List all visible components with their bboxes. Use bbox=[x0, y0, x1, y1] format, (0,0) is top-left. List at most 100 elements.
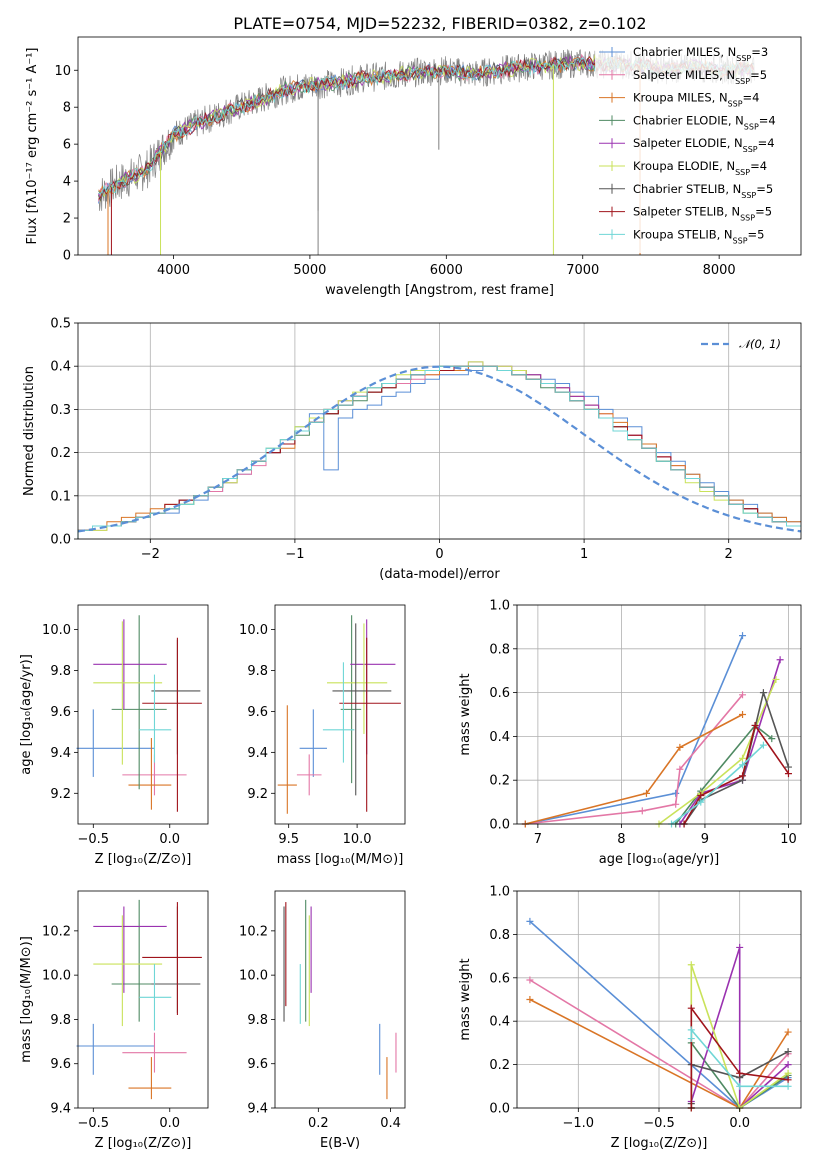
x-axis-label: E(B-V) bbox=[320, 1136, 360, 1151]
weight-point bbox=[784, 1061, 792, 1069]
x-tick-label: 0.0 bbox=[159, 1116, 180, 1131]
y-tick-label: 9.6 bbox=[247, 705, 268, 720]
weight-point bbox=[759, 689, 767, 697]
plot-area-age-weight bbox=[521, 632, 792, 828]
panel-spectrum: 4000 5000 6000 7000 8000 0 2 4 6 8 10 wavelength [A… bbox=[25, 36, 802, 298]
histogram-kroupa-stelib bbox=[77, 365, 801, 539]
y-tick-label: 0.6 bbox=[489, 686, 510, 701]
weight-line-chabrier-stelib bbox=[683, 689, 790, 825]
y-axis-label: mass weight bbox=[458, 673, 473, 755]
legend-entry: Salpeter ELODIE, NSSP=4 bbox=[633, 136, 775, 154]
y-tick-label: 10.0 bbox=[42, 969, 71, 984]
x-tick-label: 10 bbox=[780, 832, 797, 847]
axes-frame bbox=[516, 604, 802, 825]
weight-point bbox=[772, 675, 780, 683]
x-tick-label: 8 bbox=[617, 832, 625, 847]
y-tick-label: 10.2 bbox=[239, 924, 268, 939]
weight-point bbox=[676, 743, 684, 751]
y-tick-label: 0 bbox=[63, 249, 71, 264]
weight-point bbox=[739, 754, 747, 762]
y-tick-label: 6 bbox=[63, 138, 71, 153]
weight-point bbox=[776, 656, 784, 664]
y-axis-label: age [log₁₀(age/yr)] bbox=[19, 654, 34, 775]
axes-frame bbox=[274, 890, 406, 1109]
axes-frame bbox=[77, 36, 802, 256]
plot-area-residuals bbox=[77, 361, 802, 539]
y-axis-label: Normed distribution bbox=[22, 366, 37, 496]
x-tick-label: 0.4 bbox=[380, 1116, 401, 1131]
y-tick-label: 0.0 bbox=[489, 818, 510, 833]
x-tick-label: 0.0 bbox=[159, 832, 180, 847]
weight-line-kroupa-elodie bbox=[658, 679, 777, 825]
legend-entry: Kroupa ELODIE, NSSP=4 bbox=[633, 159, 767, 177]
weight-point bbox=[784, 1048, 792, 1056]
x-tick-label: 9.5 bbox=[278, 832, 299, 847]
panel-z-weight: −1.0 −0.5 0.0 0.0 0.2 0.4 0.6 0.8 1.0 Z [log₁₀(Z/… bbox=[458, 885, 802, 1151]
y-tick-label: 0.2 bbox=[50, 446, 71, 461]
weight-point bbox=[739, 761, 747, 769]
x-axis-label: (data-model)/error bbox=[379, 567, 500, 582]
x-tick-label: 0 bbox=[435, 547, 443, 562]
y-tick-label: 9.4 bbox=[247, 1102, 268, 1117]
x-axis-label: Z [log₁₀(Z/Z⊙)] bbox=[95, 1136, 192, 1151]
weight-point bbox=[784, 770, 792, 778]
weight-point bbox=[739, 772, 747, 780]
y-tick-label: 0.0 bbox=[489, 1102, 510, 1117]
weight-point bbox=[768, 735, 776, 743]
y-tick-label: 9.6 bbox=[247, 1057, 268, 1072]
weight-point bbox=[687, 1026, 695, 1034]
y-tick-label: 0.3 bbox=[50, 403, 71, 418]
weight-point bbox=[739, 691, 747, 699]
y-axis-label: Flux [fλ10⁻¹⁷ erg cm⁻² s⁻¹ A⁻¹] bbox=[25, 48, 40, 245]
weight-line-kroupa-miles bbox=[525, 713, 743, 825]
x-tick-label: 6000 bbox=[430, 263, 463, 278]
legend-entry: Chabrier ELODIE, NSSP=4 bbox=[633, 113, 776, 130]
weight-point bbox=[687, 1035, 695, 1043]
y-tick-label: 9.4 bbox=[247, 746, 268, 761]
legend-entry: Kroupa MILES, NSSP=4 bbox=[633, 91, 759, 109]
legend-box bbox=[595, 43, 797, 253]
y-tick-label: 9.2 bbox=[50, 787, 71, 802]
weight-point bbox=[739, 711, 747, 718]
weight-point bbox=[697, 792, 705, 800]
y-tick-label: 0.2 bbox=[489, 1058, 510, 1073]
x-tick-label: 9 bbox=[701, 832, 709, 847]
y-tick-label: 9.4 bbox=[50, 746, 71, 761]
weight-line-salpeter-stelib bbox=[683, 723, 790, 825]
y-tick-label: 4 bbox=[63, 175, 71, 190]
x-tick-label: 4000 bbox=[157, 263, 190, 278]
y-tick-label: 9.6 bbox=[50, 1057, 71, 1072]
axes-frame bbox=[274, 604, 406, 825]
x-axis-label: age [log₁₀(age/yr)] bbox=[599, 852, 720, 867]
weight-point bbox=[784, 1069, 792, 1077]
weight-line-chabrier-elodie bbox=[675, 724, 773, 825]
panel-ebv-mass: 0.2 0.4 9.4 9.6 9.8 10.0 10.2 E(B-V) bbox=[239, 890, 406, 1151]
weight-point bbox=[526, 917, 534, 925]
y-tick-label: 0.2 bbox=[489, 774, 510, 789]
y-tick-label: 9.4 bbox=[50, 1102, 71, 1117]
weight-line-kroupa-stelib bbox=[671, 744, 764, 825]
y-tick-label: 2 bbox=[63, 212, 71, 227]
legend-entry: Salpeter STELIB, NSSP=5 bbox=[633, 205, 772, 223]
x-axis-label: Z [log₁₀(Z/Z⊙)] bbox=[95, 852, 192, 867]
y-tick-label: 0.8 bbox=[489, 928, 510, 943]
weight-line-salpeter-elodie bbox=[679, 659, 781, 825]
legend-entry: 𝒩(0, 1) bbox=[739, 337, 781, 351]
weight-point bbox=[784, 763, 792, 771]
axes-frame bbox=[77, 322, 802, 540]
x-axis-label: mass [log₁₀(M/M⊙)] bbox=[277, 852, 404, 867]
plot-area-z-mass bbox=[76, 899, 202, 1100]
weight-point bbox=[736, 943, 744, 951]
weight-point bbox=[526, 996, 534, 1003]
panel-mass-age: 9.5 10.0 9.2 9.4 9.6 9.8 10.0 mass [log₁₀(M/M⊙)… bbox=[239, 604, 406, 867]
x-tick-label: −1 bbox=[285, 547, 304, 562]
x-axis-label: Z [log₁₀(Z/Z⊙)] bbox=[611, 1136, 708, 1151]
x-tick-label: 0.0 bbox=[729, 1116, 750, 1131]
y-tick-label: 0.4 bbox=[50, 360, 71, 375]
x-tick-label: −1.0 bbox=[563, 1116, 595, 1131]
x-tick-label: 5000 bbox=[293, 263, 326, 278]
y-axis-label: mass [log₁₀(M/M⊙)] bbox=[19, 936, 34, 1063]
y-tick-label: 0.1 bbox=[50, 489, 71, 504]
weight-point bbox=[526, 976, 534, 984]
